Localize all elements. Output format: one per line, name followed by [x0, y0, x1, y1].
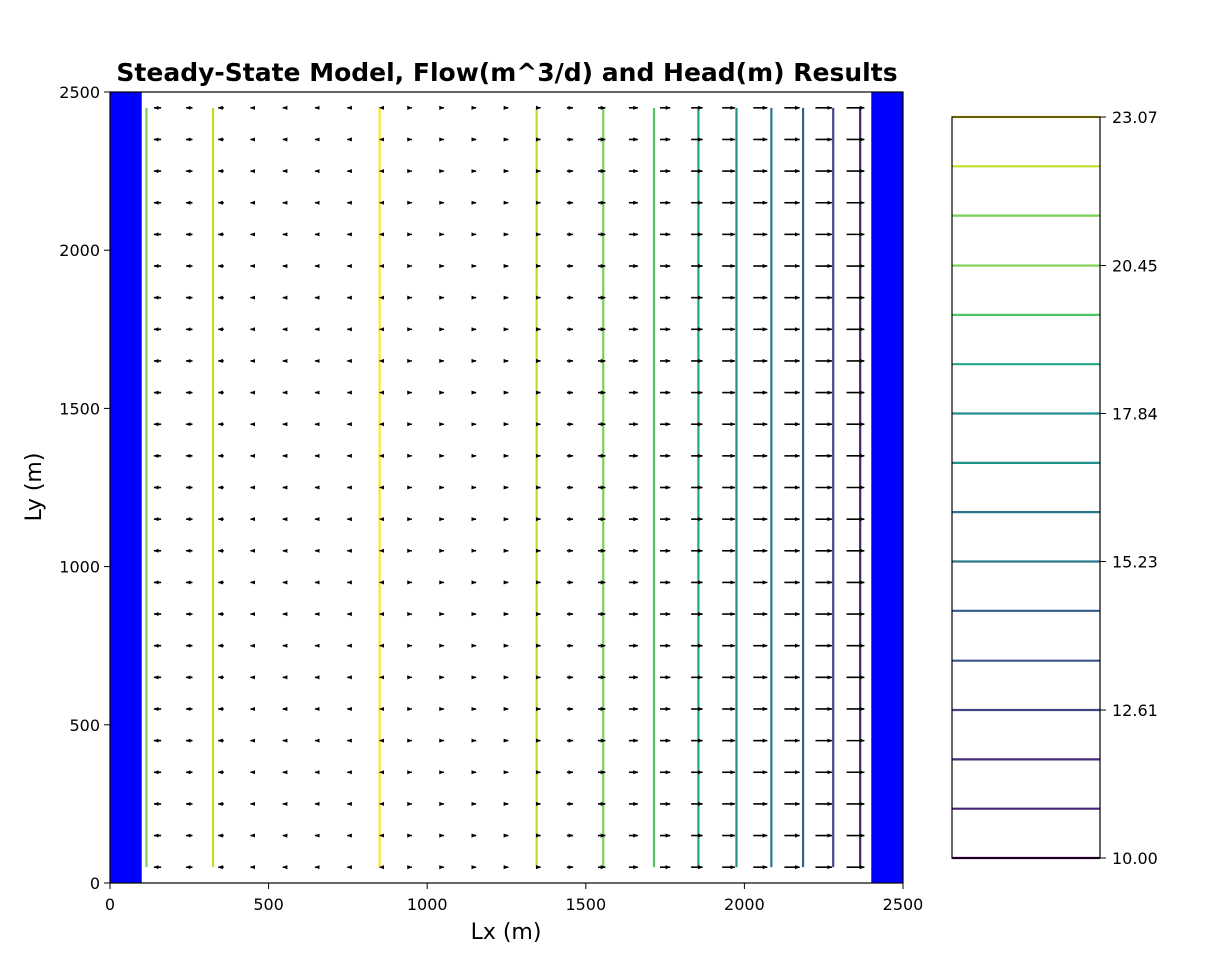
flow-vectors: [153, 105, 865, 870]
boundary-cell-right: [871, 92, 903, 883]
y-tick-label: 2500: [59, 83, 100, 102]
plot-frame: [109, 91, 904, 884]
x-tick-label: 0: [105, 895, 115, 914]
x-axis-ticks: 0 500 1000 1500 2000 2500: [105, 883, 923, 914]
x-tick-label: 2000: [724, 895, 765, 914]
colorbar: 23.07 20.45 17.84 15.23 12.61 10.00: [951, 108, 1158, 868]
plot-area: [109, 91, 904, 884]
colorbar-levels: [952, 115, 1100, 860]
colorbar-tick-label: 10.00: [1112, 849, 1158, 868]
colorbar-tick-label: 17.84: [1112, 405, 1158, 424]
colorbar-tick-label: 20.45: [1112, 257, 1158, 276]
colorbar-tick-label: 15.23: [1112, 552, 1158, 571]
boundary-cells: [110, 92, 903, 883]
colorbar-ticks: 23.07 20.45 17.84 15.23 12.61 10.00: [1100, 108, 1158, 868]
y-tick-label: 0: [90, 874, 100, 893]
y-tick-label: 1000: [59, 558, 100, 577]
x-tick-label: 500: [253, 895, 284, 914]
chart-title: Steady-State Model, Flow(m^3/d) and Head…: [116, 58, 897, 87]
colorbar-frame: [951, 116, 1101, 859]
y-tick-label: 2000: [59, 241, 100, 260]
x-tick-label: 1500: [565, 895, 606, 914]
y-axis-label: Ly (m): [22, 453, 47, 522]
colorbar-tick-label: 12.61: [1112, 701, 1158, 720]
colorbar-tick-label: 23.07: [1112, 108, 1158, 127]
x-tick-label: 1000: [407, 895, 448, 914]
y-tick-label: 1500: [59, 399, 100, 418]
x-tick-label: 2500: [883, 895, 924, 914]
boundary-cell-left: [110, 92, 142, 883]
y-axis-ticks: 0 500 1000 1500 2000 2500: [59, 83, 110, 893]
x-axis-label: Lx (m): [471, 920, 542, 945]
y-tick-label: 500: [69, 716, 100, 735]
